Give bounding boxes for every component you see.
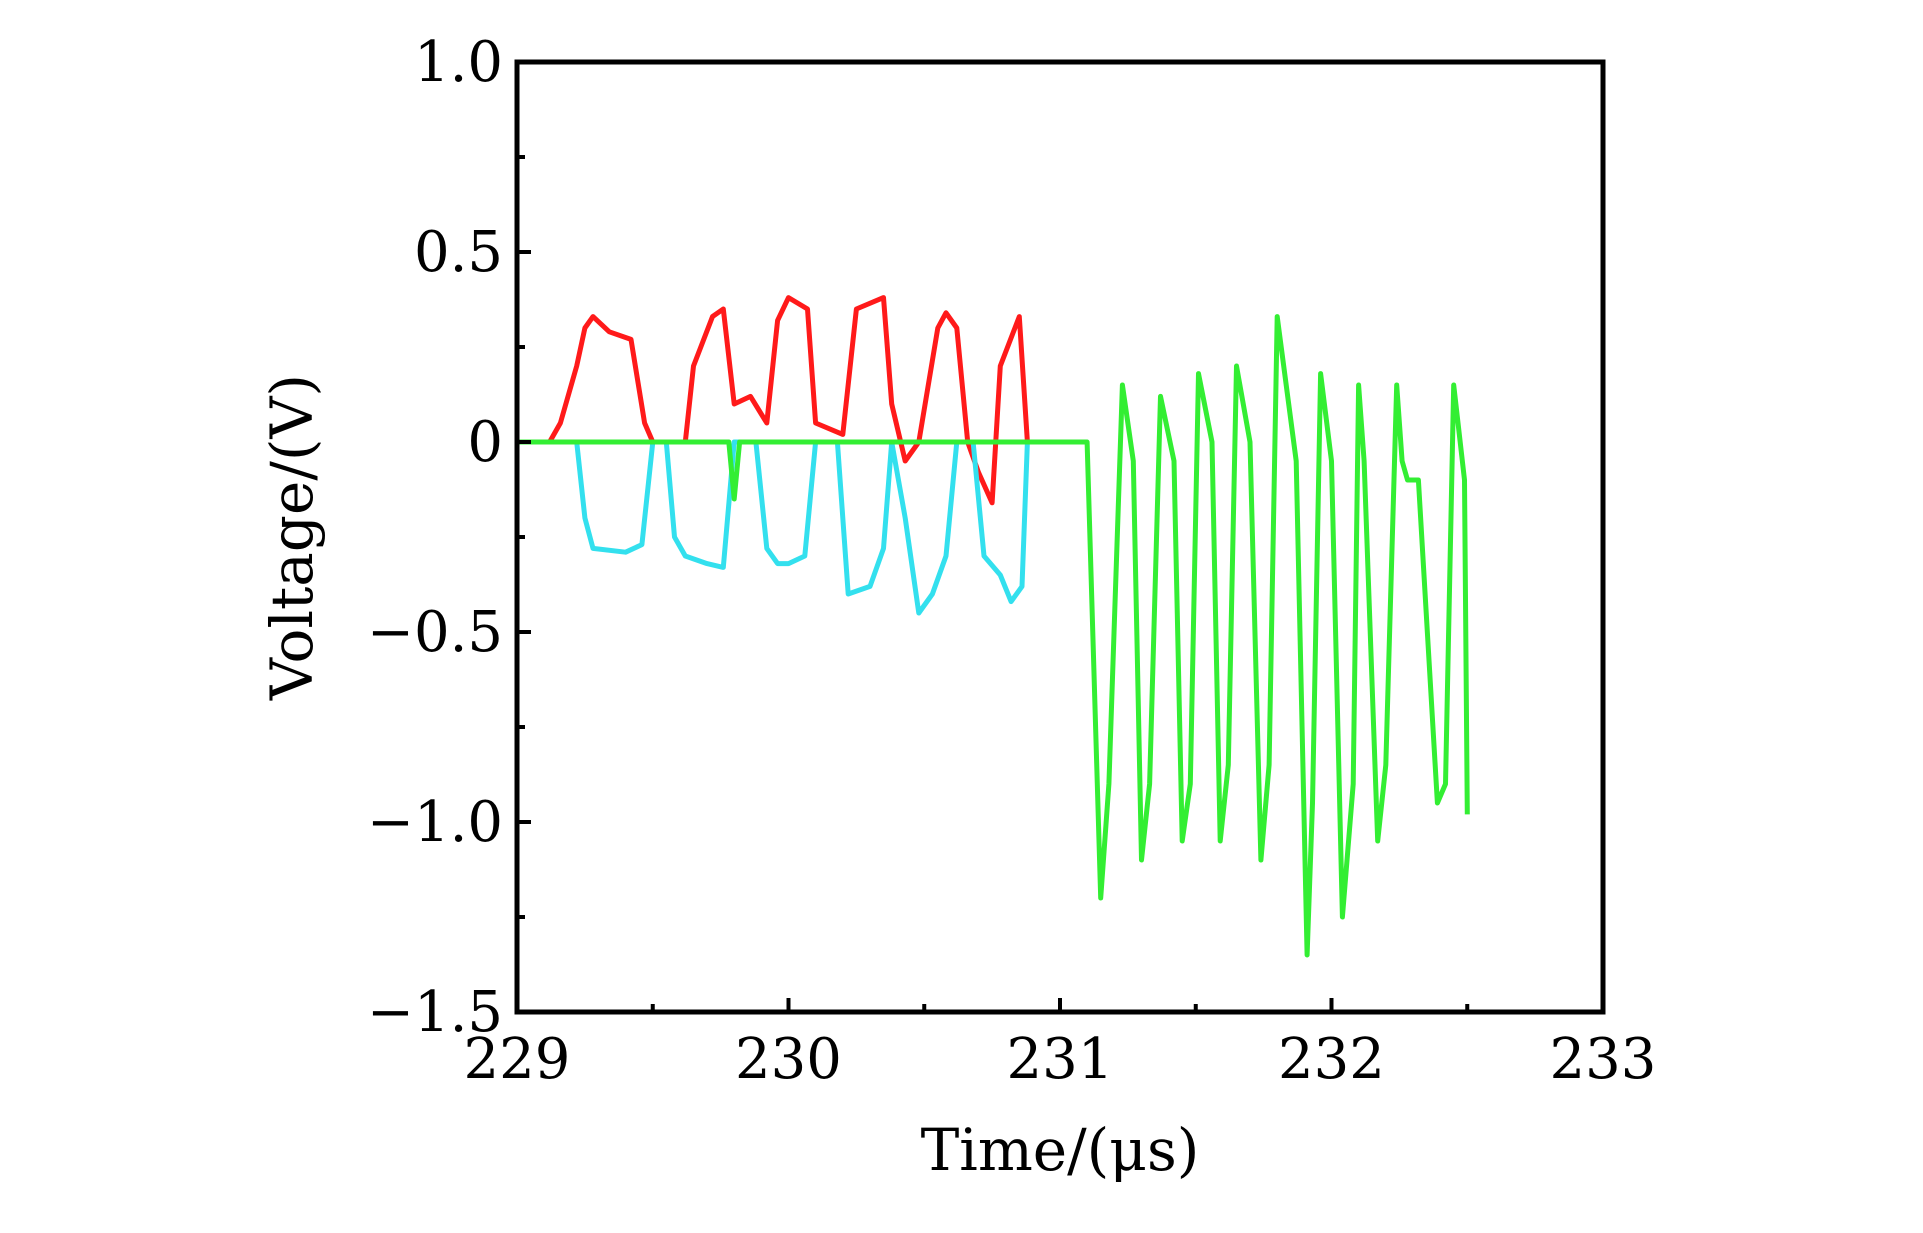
y-tick-label: −1.0 bbox=[367, 790, 503, 855]
y-tick-label: 0 bbox=[467, 410, 503, 475]
green-trace bbox=[517, 314, 1470, 958]
y-tick-label: 0.5 bbox=[414, 220, 503, 285]
ticks-layer bbox=[515, 60, 1605, 1014]
labels-layer: 229 230 231 232 233 1.0 0.5 0 −0.5 −1.0 −1.5 bbox=[367, 30, 1656, 1092]
x-tick-label: 229 bbox=[464, 1027, 571, 1092]
y-tick-label: 1.0 bbox=[414, 30, 503, 95]
x-tick-label: 230 bbox=[735, 1027, 842, 1092]
y-tick-label: −1.5 bbox=[367, 980, 503, 1045]
x-tick-label: 231 bbox=[1007, 1027, 1114, 1092]
y-tick-label: −0.5 bbox=[367, 600, 503, 665]
x-axis-title: Time/(μs) bbox=[921, 1116, 1200, 1184]
series-layer bbox=[517, 295, 1470, 958]
plot-frame bbox=[514, 59, 1606, 1015]
y-axis-title: Voltage/(V) bbox=[258, 374, 326, 701]
x-tick-label: 233 bbox=[1550, 1027, 1657, 1092]
red-trace bbox=[517, 295, 1030, 506]
cyan-trace bbox=[517, 439, 1030, 616]
x-tick-label: 232 bbox=[1278, 1027, 1385, 1092]
